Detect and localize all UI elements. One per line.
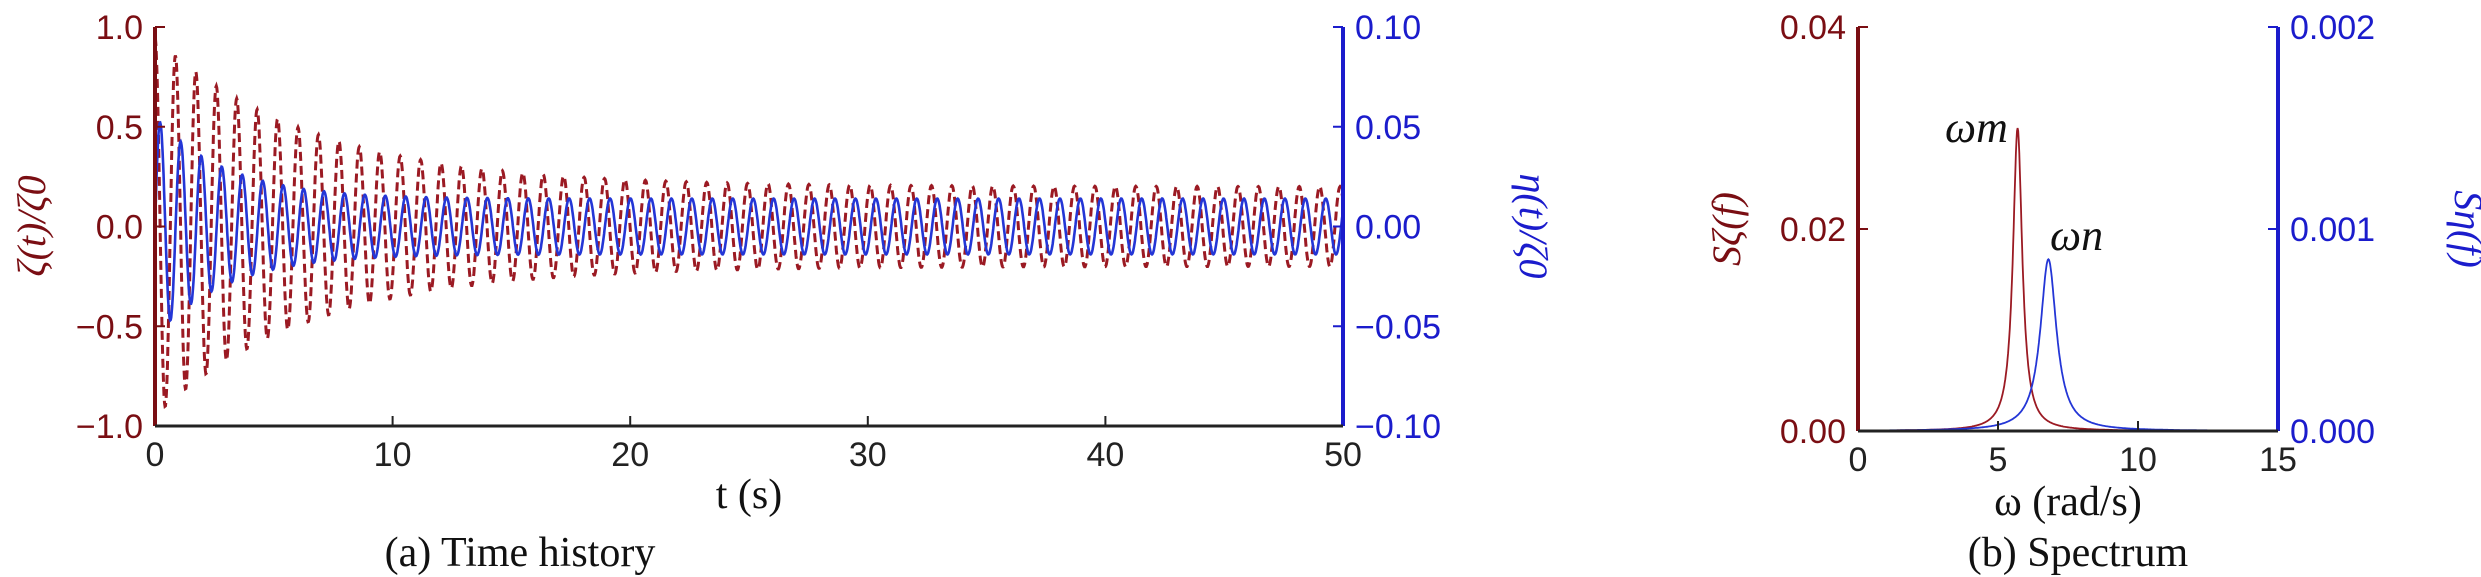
panel-a-xlabel: t (s) bbox=[716, 472, 783, 518]
panel-a-ylabel-left: ζ(t)/ζ0 bbox=[9, 175, 54, 276]
panel-b-plot-lines bbox=[1858, 127, 2278, 432]
annotation-omega-m: ωm bbox=[1945, 103, 2008, 152]
panel-a-x-tick-label: 50 bbox=[1324, 436, 1362, 474]
panel-a-y-right-tick-label: −0.10 bbox=[1355, 408, 1441, 446]
panel-a-ylabel-right: η(t)/ζ0 bbox=[1511, 174, 1556, 279]
panel-a-x-tick-label: 10 bbox=[374, 436, 412, 474]
panel-b-y-right-tick-label: 0.001 bbox=[2290, 211, 2375, 249]
panel-a: 0 10 20 30 40 50 1.0 0.5 0.0 −0.5 −1.0 0.10 0.05 0.00… bbox=[9, 9, 1556, 576]
panel-a-y-left-tick-label: 0.5 bbox=[96, 109, 143, 147]
panel-a-caption: (a) Time history bbox=[385, 530, 656, 576]
panel-a-x-tick-label: 40 bbox=[1086, 436, 1124, 474]
series-s-zeta-line bbox=[1858, 127, 2278, 432]
panel-a-x-tick-label: 20 bbox=[611, 436, 649, 474]
panel-b-caption: (b) Spectrum bbox=[1968, 530, 2189, 576]
panel-a-y-left-tick-label: −0.5 bbox=[76, 308, 143, 346]
panel-b-x-tick-label: 0 bbox=[1849, 441, 1868, 479]
panel-a-y-right-tick-label: 0.00 bbox=[1355, 209, 1421, 247]
panel-b-y-right-tick-label: 0.002 bbox=[2290, 9, 2375, 47]
panel-b-y-left-tick-label: 0.00 bbox=[1780, 413, 1846, 451]
panel-b-x-tick-label: 15 bbox=[2259, 441, 2297, 479]
panel-b-xlabel: ω (rad/s) bbox=[1994, 479, 2142, 525]
panel-b-y-left-tick-label: 0.02 bbox=[1780, 211, 1846, 249]
panel-a-y-left-tick-label: −1.0 bbox=[76, 408, 143, 446]
panel-b-ylabel-left: Sζ(f) bbox=[1704, 192, 1749, 266]
panel-a-y-right-tick-label: −0.05 bbox=[1355, 308, 1441, 346]
panel-a-x-tick-label: 0 bbox=[146, 436, 165, 474]
panel-b-y-left-tick-label: 0.04 bbox=[1780, 9, 1846, 47]
panel-b-y-right-tick-label: 0.000 bbox=[2290, 413, 2375, 451]
panel-b-x-tick-label: 10 bbox=[2119, 441, 2157, 479]
panel-a-y-left-tick-label: 0.0 bbox=[96, 209, 143, 247]
panel-b-ylabel-right: Sη(f) bbox=[2446, 190, 2481, 268]
series-s-eta-line bbox=[1858, 258, 2278, 432]
panel-a-y-right-tick-label: 0.10 bbox=[1355, 9, 1421, 47]
panel-a-y-right-tick-label: 0.05 bbox=[1355, 109, 1421, 147]
panel-a-ticks: 0 10 20 30 40 50 1.0 0.5 0.0 −0.5 −1.0 0.10 0.05 0.00… bbox=[76, 9, 1441, 474]
panel-a-x-tick-label: 30 bbox=[849, 436, 887, 474]
panel-a-y-left-tick-label: 1.0 bbox=[96, 9, 143, 47]
panel-b-x-tick-label: 5 bbox=[1989, 441, 2008, 479]
annotation-omega-n: ωn bbox=[2050, 211, 2103, 260]
series-eta-line bbox=[153, 120, 1344, 323]
panel-b-ticks: 0 5 10 15 0.04 0.02 0.00 0.002 0.001 0.000 bbox=[1780, 9, 2375, 479]
panel-a-plot-lines bbox=[153, 36, 1344, 410]
